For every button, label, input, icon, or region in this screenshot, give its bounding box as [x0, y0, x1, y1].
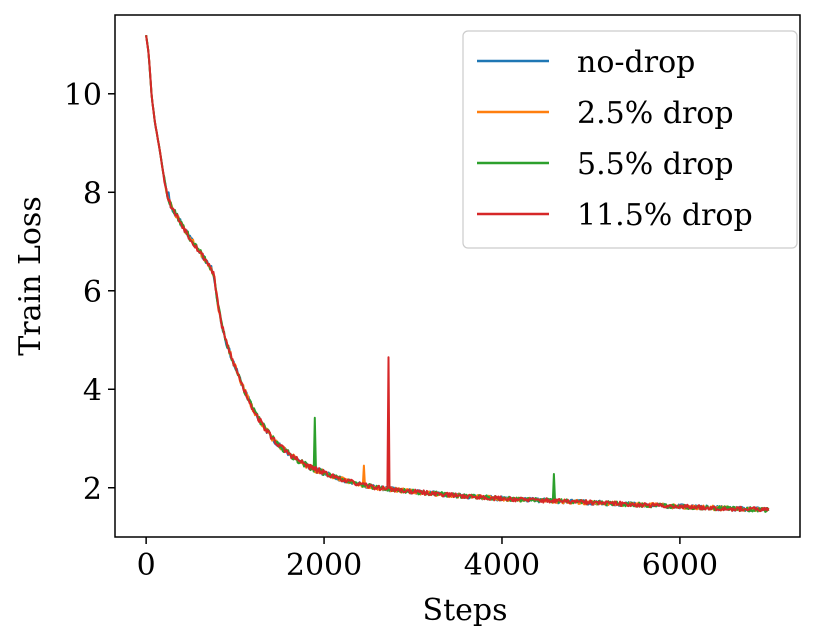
series-line-3 — [145, 35, 770, 513]
x-tick-label: 2000 — [286, 548, 362, 583]
legend-label-0: no-drop — [577, 45, 695, 80]
legend-label-3: 11.5% drop — [577, 198, 753, 233]
legend-label-1: 2.5% drop — [577, 96, 734, 131]
plot-frame — [114, 14, 801, 538]
x-tick-label: 4000 — [464, 548, 540, 583]
x-axis-label: Steps — [423, 593, 508, 628]
y-tick-label: 8 — [83, 176, 102, 211]
y-tick-label: 2 — [83, 472, 102, 507]
y-axis-ticks: 2 4 6 8 10 — [64, 78, 115, 507]
x-axis-ticks: 0 2000 4000 6000 — [137, 537, 718, 583]
x-tick-label: 6000 — [642, 548, 718, 583]
y-tick-label: 4 — [83, 373, 102, 408]
y-tick-label: 6 — [83, 275, 102, 310]
y-tick-label: 10 — [64, 78, 102, 113]
x-tick-label: 0 — [137, 548, 156, 583]
series-lines — [145, 35, 770, 513]
y-axis-label: Train Loss — [13, 196, 48, 355]
legend-label-2: 5.5% drop — [577, 147, 734, 182]
legend: no-drop 2.5% drop 5.5% drop 11.5% drop — [462, 30, 798, 249]
legend-box — [462, 30, 798, 249]
